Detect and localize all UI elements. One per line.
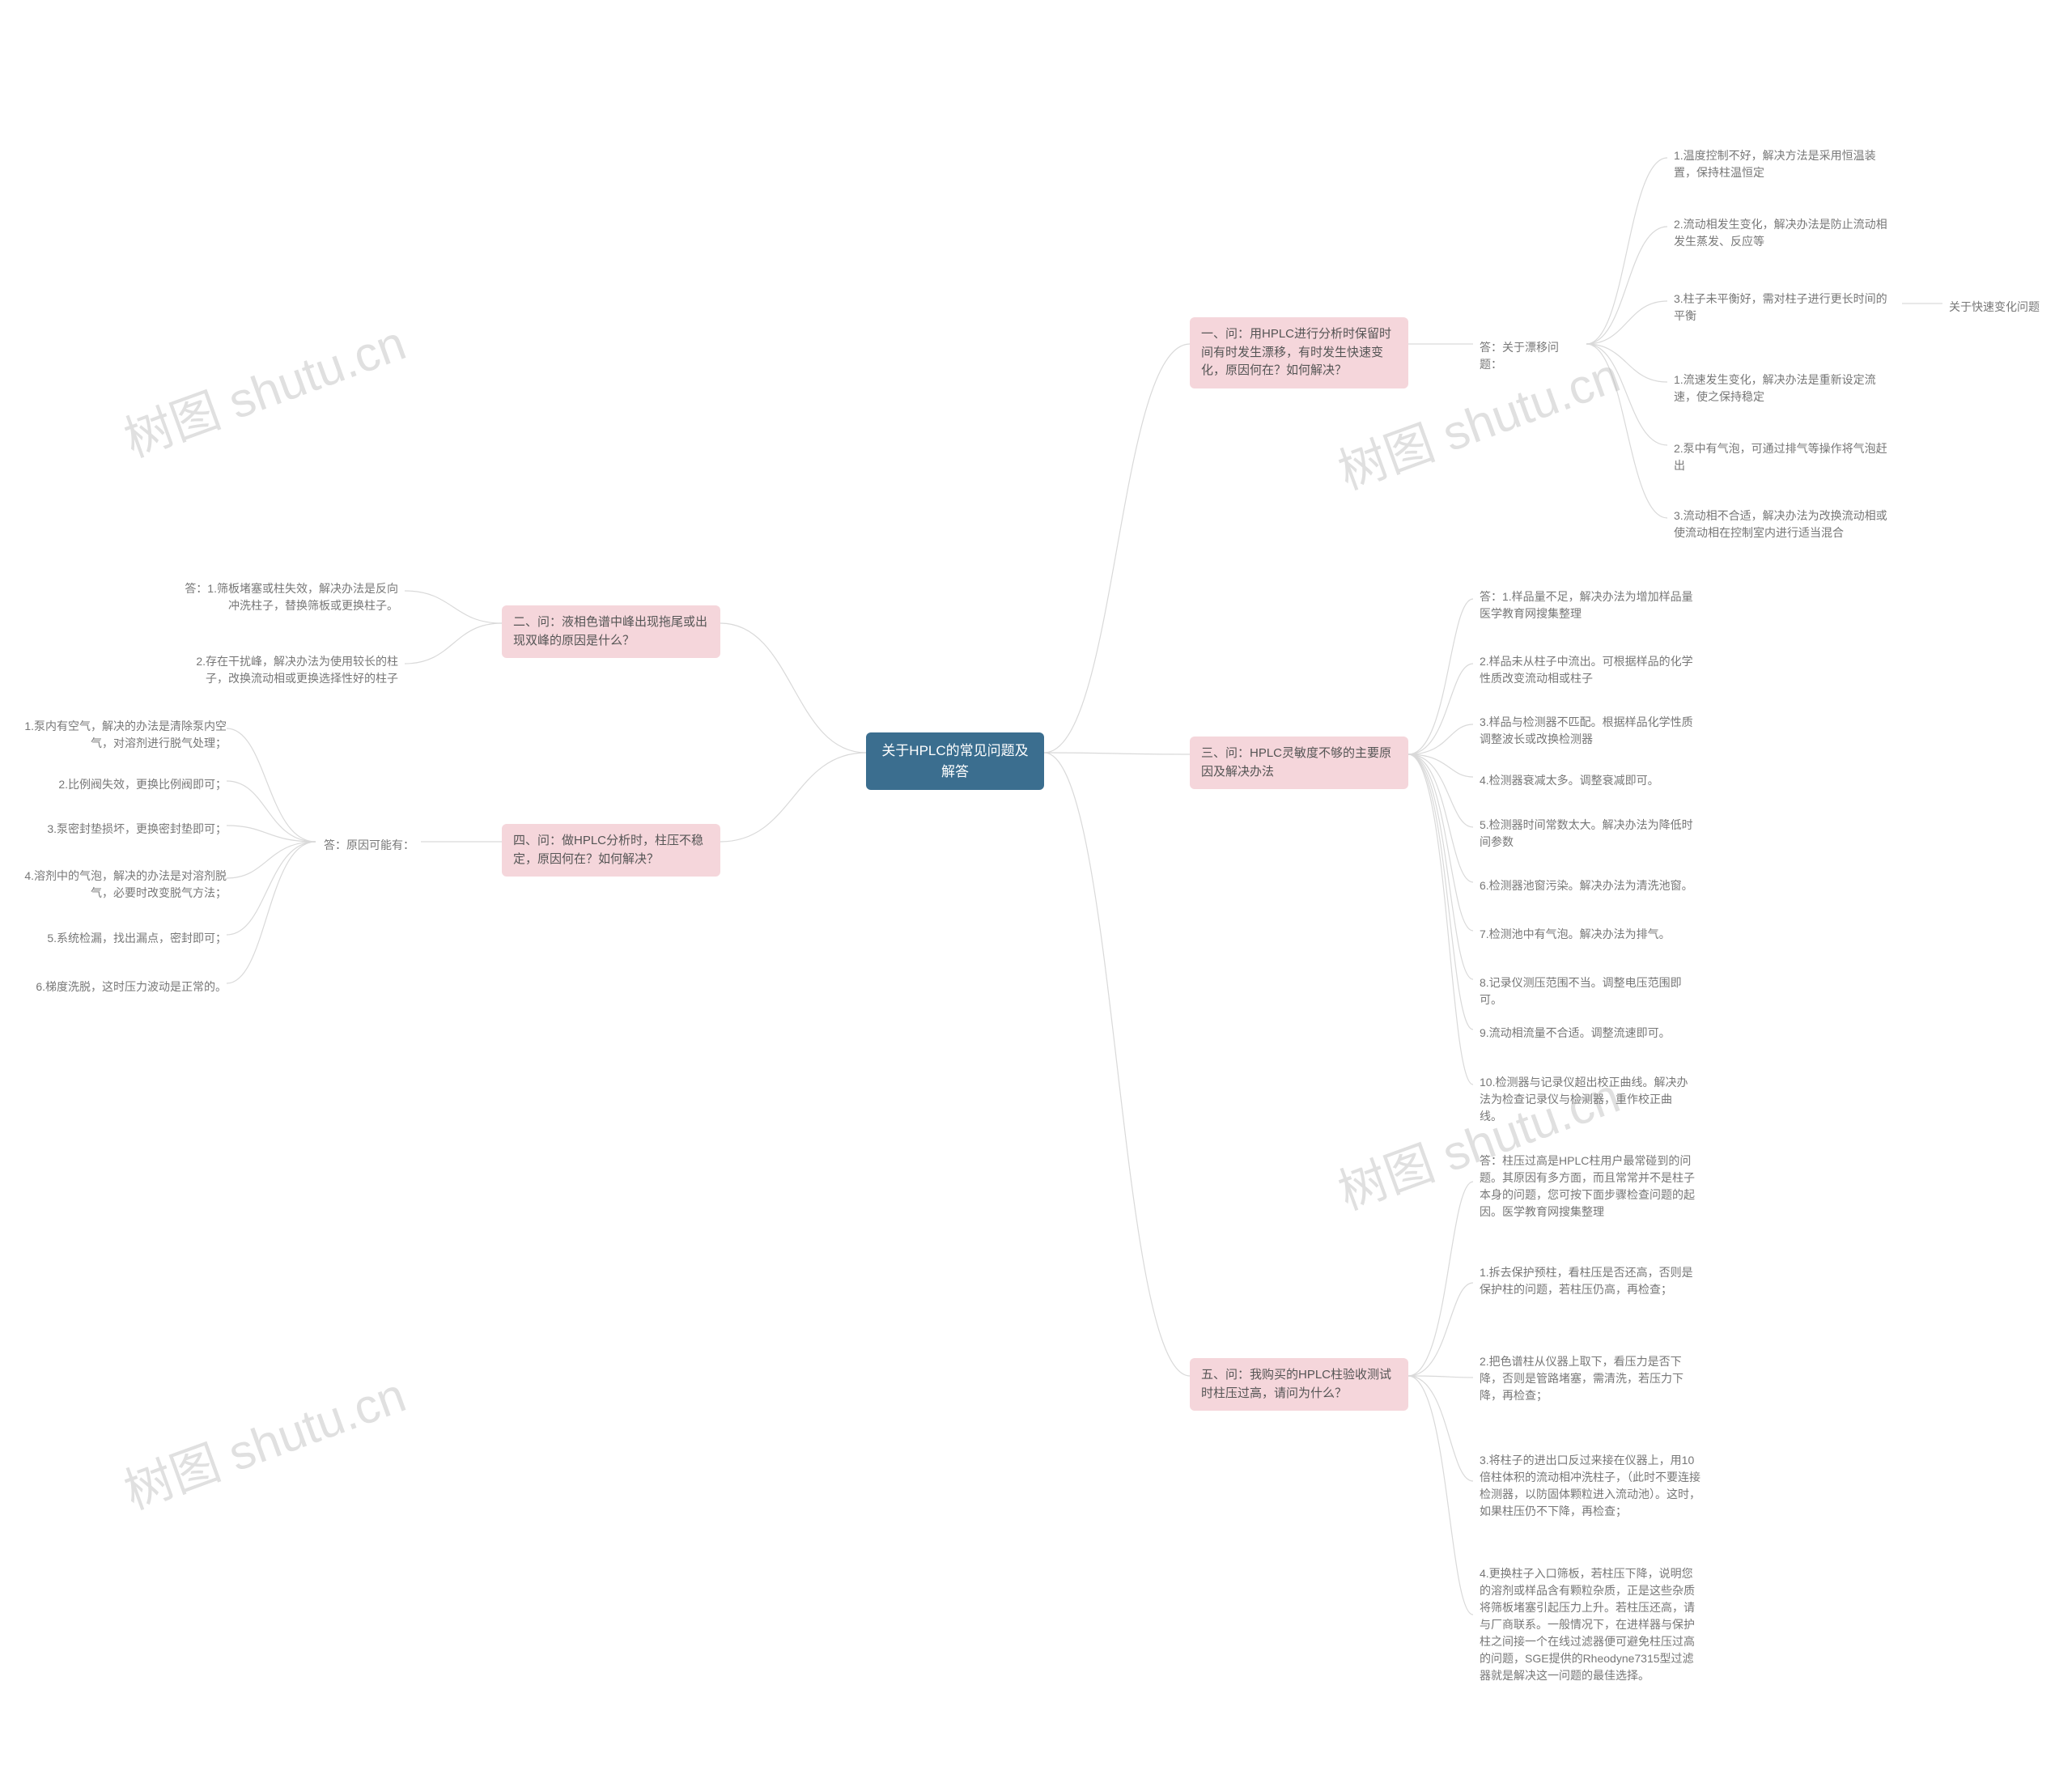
q3-leaf-5: 5.检测器时间常数太大。解决办法为降低时间参数	[1473, 813, 1700, 854]
q1-leaf-2: 2.流动相发生变化，解决办法是防止流动相发生蒸发、反应等	[1667, 213, 1894, 253]
q1-leaf-5: 2.泵中有气泡，可通过排气等操作将气泡赶出	[1667, 437, 1894, 478]
q1-extra: 关于快速变化问题	[1942, 295, 2064, 319]
connector-layer	[0, 0, 2072, 1766]
q5-leaf-3: 2.把色谱柱从仪器上取下，看压力是否下降，否则是管路堵塞，需清洗，若压力下降，再…	[1473, 1350, 1708, 1407]
watermark: 树图 shutu.cn	[113, 1356, 414, 1523]
q2-leaf-1: 答：1.筛板堵塞或柱失效，解决办法是反向冲洗柱子，替换筛板或更换柱子。	[178, 577, 405, 618]
q4-leaf-4: 4.溶剂中的气泡，解决的办法是对溶剂脱气，必要时改变脱气方法；	[6, 864, 233, 905]
q3-leaf-4: 4.检测器衰减太多。调整衰减即可。	[1473, 769, 1700, 792]
q3-leaf-8: 8.记录仪测压范围不当。调整电压范围即可。	[1473, 971, 1700, 1012]
watermark: 树图 shutu.cn	[113, 304, 414, 471]
q5-leaf-5: 4.更换柱子入口筛板，若柱压下降，说明您的溶剂或样品含有颗粒杂质，正是这些杂质将…	[1473, 1562, 1708, 1687]
q3-leaf-3: 3.样品与检测器不匹配。根据样品化学性质调整波长或改换检测器	[1473, 711, 1700, 751]
q4-leaf-1: 1.泵内有空气，解决的办法是清除泵内空气，对溶剂进行脱气处理；	[6, 715, 233, 755]
branch-q1[interactable]: 一、问：用HPLC进行分析时保留时间有时发生漂移，有时发生快速变化，原因何在？如…	[1190, 317, 1408, 388]
q3-leaf-7: 7.检测池中有气泡。解决办法为排气。	[1473, 923, 1700, 946]
q4-leaf-6: 6.梯度洗脱，这时压力波动是正常的。	[6, 975, 233, 999]
q3-leaf-6: 6.检测器池窗污染。解决办法为清洗池窗。	[1473, 874, 1700, 898]
branch-q5[interactable]: 五、问：我购买的HPLC柱验收测试时柱压过高，请问为什么？	[1190, 1358, 1408, 1411]
q1-leaf-4: 1.流速发生变化，解决办法是重新设定流速，使之保持稳定	[1667, 368, 1894, 409]
q2-leaf-2: 2.存在干扰峰，解决办法为使用较长的柱子，改换流动相或更换选择性好的柱子	[178, 650, 405, 690]
q1-leaf-6: 3.流动相不合适，解决办法为改换流动相或使流动相在控制室内进行适当混合	[1667, 504, 1894, 545]
q4-leaf-2: 2.比例阀失效，更换比例阀即可；	[6, 773, 233, 796]
root-node[interactable]: 关于HPLC的常见问题及解答	[866, 732, 1044, 790]
q1-leaf-3: 3.柱子未平衡好，需对柱子进行更长时间的平衡	[1667, 287, 1894, 328]
q3-leaf-10: 10.检测器与记录仪超出校正曲线。解决办法为检查记录仪与检测器，重作校正曲线。	[1473, 1071, 1700, 1128]
branch-q3[interactable]: 三、问：HPLC灵敏度不够的主要原因及解决办法	[1190, 737, 1408, 789]
q1-leaf-1: 1.温度控制不好，解决方法是采用恒温装置，保持柱温恒定	[1667, 144, 1894, 185]
q3-leaf-2: 2.样品未从柱子中流出。可根据样品的化学性质改变流动相或柱子	[1473, 650, 1700, 690]
q4-leaf-5: 5.系统检漏，找出漏点，密封即可；	[6, 927, 233, 950]
q1-answer-label: 答：关于漂移问题：	[1473, 336, 1586, 376]
q5-leaf-2: 1.拆去保护预柱，看柱压是否还高，否则是保护柱的问题，若柱压仍高，再检查；	[1473, 1261, 1708, 1301]
q3-leaf-1: 答：1.样品量不足，解决办法为增加样品量 医学教育网搜集整理	[1473, 585, 1700, 626]
branch-q4[interactable]: 四、问：做HPLC分析时，柱压不稳定，原因何在？如何解决？	[502, 824, 720, 877]
q5-leaf-1: 答：柱压过高是HPLC柱用户最常碰到的问题。其原因有多方面，而且常常并不是柱子本…	[1473, 1149, 1708, 1224]
q4-answer-label: 答：原因可能有：	[316, 834, 421, 857]
q3-leaf-9: 9.流动相流量不合适。调整流速即可。	[1473, 1021, 1700, 1045]
q5-leaf-4: 3.将柱子的进出口反过来接在仪器上，用10倍柱体积的流动相冲洗柱子，（此时不要连…	[1473, 1449, 1708, 1523]
branch-q2[interactable]: 二、问：液相色谱中峰出现拖尾或出现双峰的原因是什么？	[502, 605, 720, 658]
q4-leaf-3: 3.泵密封垫损坏，更换密封垫即可；	[6, 817, 233, 841]
